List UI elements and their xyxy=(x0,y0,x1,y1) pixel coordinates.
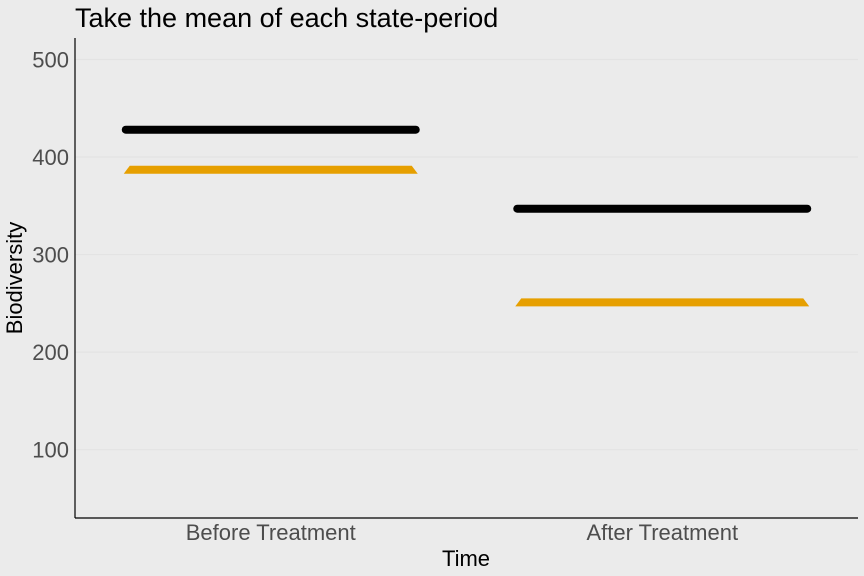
data-marks xyxy=(121,125,812,307)
y-tick-label: 100 xyxy=(32,438,69,463)
mean-line-series-2 xyxy=(123,165,418,174)
y-tick-labels: 100 200 300 400 500 xyxy=(32,47,69,462)
y-axis-title: Biodiversity xyxy=(2,222,27,334)
x-tick-labels: Before Treatment After Treatment xyxy=(186,520,738,545)
mean-line-series-2 xyxy=(515,298,810,307)
grid-lines xyxy=(75,58,858,451)
y-tick-label: 500 xyxy=(32,47,69,72)
y-tick-label: 400 xyxy=(32,145,69,170)
x-axis-title: Time xyxy=(442,546,490,571)
chart-title: Take the mean of each state-period xyxy=(75,3,498,33)
x-tick-label: Before Treatment xyxy=(186,520,356,545)
x-tick-label: After Treatment xyxy=(586,520,738,545)
y-tick-label: 200 xyxy=(32,340,69,365)
y-tick-label: 300 xyxy=(32,243,69,268)
